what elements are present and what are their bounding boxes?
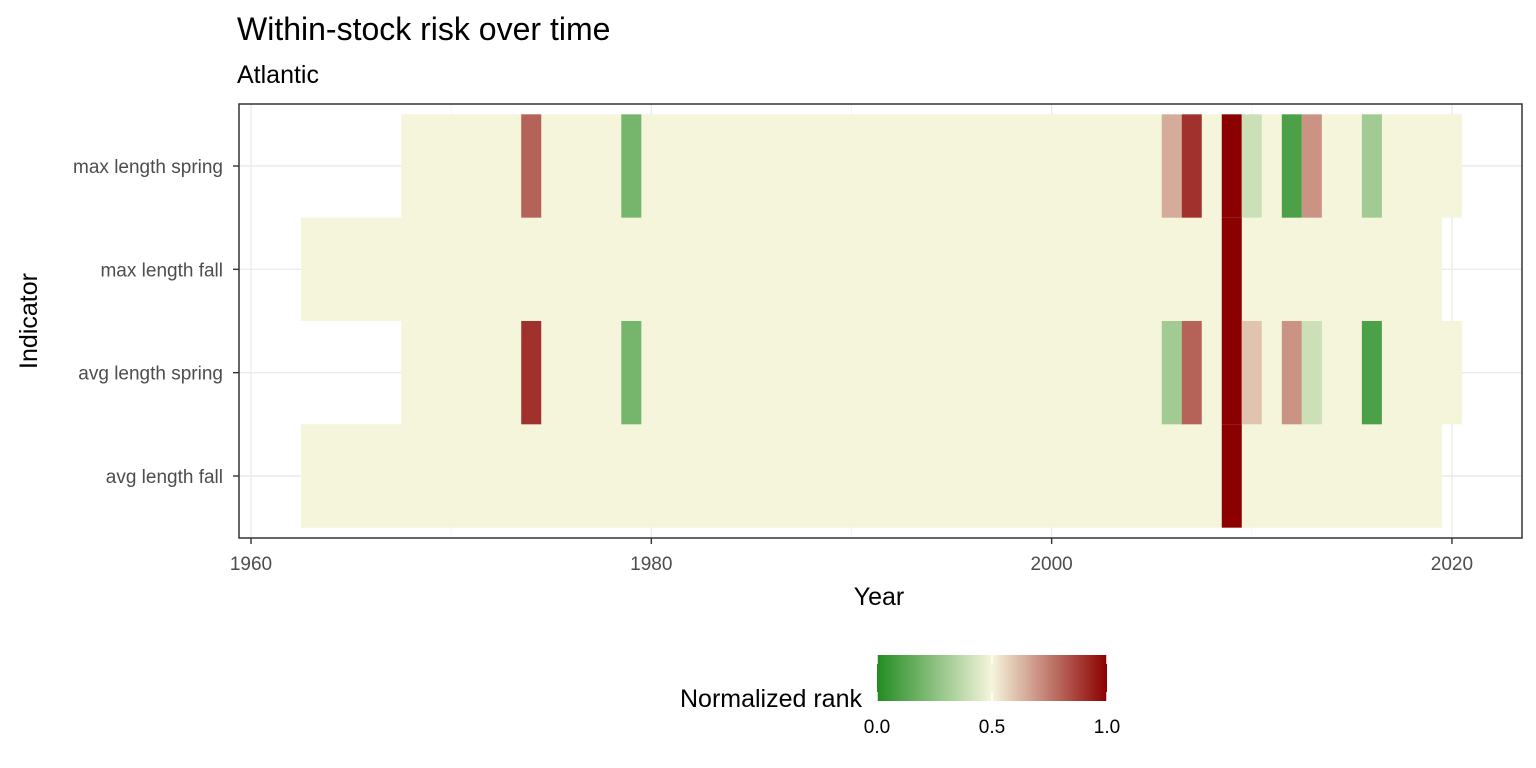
tile-2012 [1281,321,1302,425]
x-tick-label: 1980 [630,554,672,575]
tile-1974 [521,321,542,425]
tile-2007 [1181,114,1202,218]
tile-1974 [521,114,542,218]
tile-baseline [301,424,1442,528]
tile-2009 [1221,424,1242,528]
y-tick-label: avg length fall [106,467,223,488]
plot-panel-border [238,103,1523,539]
tile-2010 [1241,114,1262,218]
y-tick-label: max length spring [73,157,223,178]
tile-2016 [1361,321,1382,425]
x-axis: 1960 1980 2000 2020 [230,538,1473,575]
tile-1979 [621,114,642,218]
legend-ticks: 0.0 0.5 1.0 [864,655,1120,738]
tile-2013 [1301,321,1322,425]
legend-tick-label: 1.0 [1094,717,1120,738]
y-tick-label: avg length spring [78,364,223,385]
x-tick-label: 2020 [1431,554,1473,575]
x-tick-label: 1960 [230,554,272,575]
tile-2009 [1221,321,1242,425]
legend-title: Normalized rank [680,685,863,713]
tile-2009 [1221,217,1242,321]
y-tick-label: max length fall [100,260,223,281]
tile-2006 [1161,114,1182,218]
chart-title: Within-stock risk over time [237,11,610,47]
legend: Normalized rank 0.0 0.5 1.0 [680,655,1120,738]
tile-2009 [1221,114,1242,218]
tile-2016 [1361,114,1382,218]
y-axis: max length spring max length fall avg leng… [73,157,239,488]
tile-2010 [1241,321,1262,425]
tile-baseline [301,217,1442,321]
x-axis-title: Year [854,583,905,611]
chart-subtitle: Atlantic [237,61,319,89]
x-tick-label: 2000 [1030,554,1072,575]
legend-tick-label: 0.0 [864,717,890,738]
tile-2006 [1161,321,1182,425]
legend-tick-label: 0.5 [979,717,1005,738]
tile-2013 [1301,114,1322,218]
tile-2007 [1181,321,1202,425]
tile-2012 [1281,114,1302,218]
heatmap-tiles [301,114,1462,528]
y-axis-title: Indicator [15,273,43,369]
tile-1979 [621,321,642,425]
